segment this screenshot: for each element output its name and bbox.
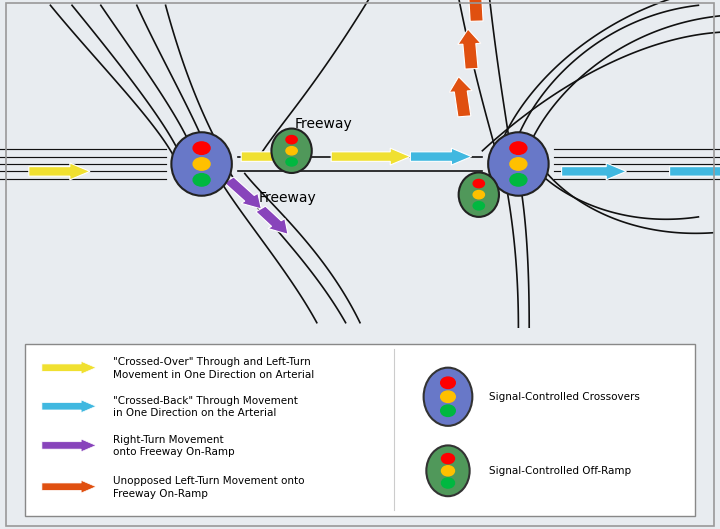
FancyArrow shape — [458, 29, 481, 69]
Ellipse shape — [423, 368, 472, 426]
Circle shape — [441, 377, 455, 388]
Circle shape — [286, 158, 297, 166]
Circle shape — [473, 179, 485, 188]
Circle shape — [193, 174, 210, 186]
Circle shape — [193, 142, 210, 154]
Circle shape — [510, 174, 527, 186]
Text: Right-Turn Movement: Right-Turn Movement — [113, 435, 224, 445]
Text: Movement in One Direction on Arterial: Movement in One Direction on Arterial — [113, 370, 314, 379]
FancyArrow shape — [241, 148, 302, 165]
FancyArrow shape — [562, 163, 626, 180]
Circle shape — [441, 391, 455, 403]
Circle shape — [286, 147, 297, 155]
FancyArrow shape — [42, 480, 96, 493]
Text: Freeway On-Ramp: Freeway On-Ramp — [113, 489, 208, 498]
Text: Freeway: Freeway — [295, 117, 353, 131]
FancyArrow shape — [331, 148, 410, 165]
FancyBboxPatch shape — [25, 344, 695, 516]
Circle shape — [193, 158, 210, 170]
Text: "Crossed-Back" Through Movement: "Crossed-Back" Through Movement — [113, 396, 298, 406]
FancyArrow shape — [670, 163, 720, 180]
FancyArrow shape — [29, 163, 90, 180]
Ellipse shape — [271, 129, 312, 173]
Ellipse shape — [426, 445, 469, 496]
FancyArrow shape — [42, 439, 96, 452]
Text: Freeway: Freeway — [259, 191, 317, 205]
Ellipse shape — [459, 172, 499, 217]
Text: Signal-Controlled Crossovers: Signal-Controlled Crossovers — [489, 392, 639, 402]
FancyArrow shape — [410, 148, 472, 165]
Circle shape — [473, 190, 485, 199]
FancyArrow shape — [256, 206, 288, 234]
Circle shape — [441, 478, 454, 488]
Circle shape — [286, 135, 297, 144]
FancyArrow shape — [42, 361, 96, 374]
FancyArrow shape — [42, 400, 96, 413]
Text: Unopposed Left-Turn Movement onto: Unopposed Left-Turn Movement onto — [113, 477, 305, 486]
Text: Signal-Controlled Off-Ramp: Signal-Controlled Off-Ramp — [489, 466, 631, 476]
Ellipse shape — [171, 132, 232, 196]
Text: "Crossed-Over" Through and Left-Turn: "Crossed-Over" Through and Left-Turn — [113, 358, 311, 367]
Circle shape — [441, 405, 455, 416]
Circle shape — [441, 453, 454, 464]
Circle shape — [510, 158, 527, 170]
FancyArrow shape — [464, 0, 487, 21]
FancyArrow shape — [224, 177, 261, 209]
FancyArrow shape — [449, 77, 472, 117]
Circle shape — [473, 202, 485, 210]
Text: onto Freeway On-Ramp: onto Freeway On-Ramp — [113, 448, 235, 457]
Ellipse shape — [488, 132, 549, 196]
Circle shape — [510, 142, 527, 154]
Circle shape — [441, 466, 454, 476]
Text: in One Direction on the Arterial: in One Direction on the Arterial — [113, 408, 276, 418]
